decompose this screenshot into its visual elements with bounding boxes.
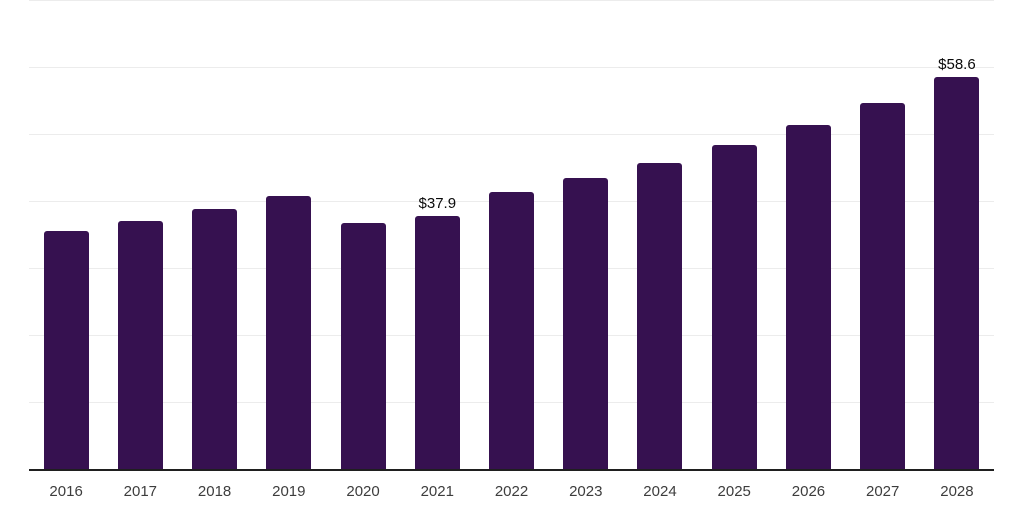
x-tick-label-2016: 2016 xyxy=(49,483,83,500)
bar-2024 xyxy=(637,162,683,470)
bar-2027 xyxy=(860,102,906,470)
bar-2018 xyxy=(192,209,238,470)
bar-2019 xyxy=(266,196,312,470)
gridline-60 xyxy=(29,67,994,68)
x-tick-label-2023: 2023 xyxy=(569,483,603,500)
x-tick-label-2028: 2028 xyxy=(940,483,974,500)
bar-2025 xyxy=(711,145,757,470)
x-axis-line xyxy=(29,469,994,471)
bar-2026 xyxy=(785,124,831,470)
bar-slot-2019 xyxy=(252,0,326,470)
bar-2028 xyxy=(934,77,980,470)
bar-slot-2020 xyxy=(326,0,400,470)
bar-2023 xyxy=(563,177,609,470)
bar-slot-2021: $37.9 xyxy=(400,0,474,470)
bar-slot-2023 xyxy=(549,0,623,470)
x-tick-label-2020: 2020 xyxy=(346,483,380,500)
bar-2016 xyxy=(43,230,89,470)
bar-slot-2024 xyxy=(623,0,697,470)
bar-series: $37.9 $58.6 xyxy=(29,0,994,470)
bar-slot-2026 xyxy=(771,0,845,470)
bar-slot-2016 xyxy=(29,0,103,470)
bar-slot-2027 xyxy=(846,0,920,470)
x-tick-label-2019: 2019 xyxy=(272,483,306,500)
bar-2017 xyxy=(117,220,163,470)
x-tick-label-2027: 2027 xyxy=(866,483,900,500)
x-tick-label-2021: 2021 xyxy=(420,483,454,500)
x-tick-label-2017: 2017 xyxy=(123,483,158,500)
x-tick-label-2024: 2024 xyxy=(643,483,677,500)
bar-slot-2017 xyxy=(103,0,177,470)
x-tick-label-2026: 2026 xyxy=(791,483,826,500)
bar-slot-2018 xyxy=(177,0,251,470)
bar-slot-2022 xyxy=(474,0,548,470)
plot-area: $37.9 $58.6 xyxy=(29,0,994,471)
bar-slot-2028: $58.6 xyxy=(920,0,994,470)
bar-2020 xyxy=(340,222,386,470)
bar-2022 xyxy=(489,191,535,470)
value-label-2021: $37.9 xyxy=(418,195,457,213)
bar-2021 xyxy=(414,216,460,470)
value-label-2028: $58.6 xyxy=(938,56,976,74)
gridline-50 xyxy=(29,134,994,135)
gridline-70 xyxy=(29,0,994,1)
x-tick-label-2025: 2025 xyxy=(717,483,751,500)
x-tick-label-2018: 2018 xyxy=(197,483,232,500)
bar-slot-2025 xyxy=(697,0,771,470)
x-axis-tick-labels: 2016 2017 2018 2019 2020 2021 2022 2023 2024 2025… xyxy=(29,483,994,501)
x-tick-label-2022: 2022 xyxy=(494,483,529,500)
